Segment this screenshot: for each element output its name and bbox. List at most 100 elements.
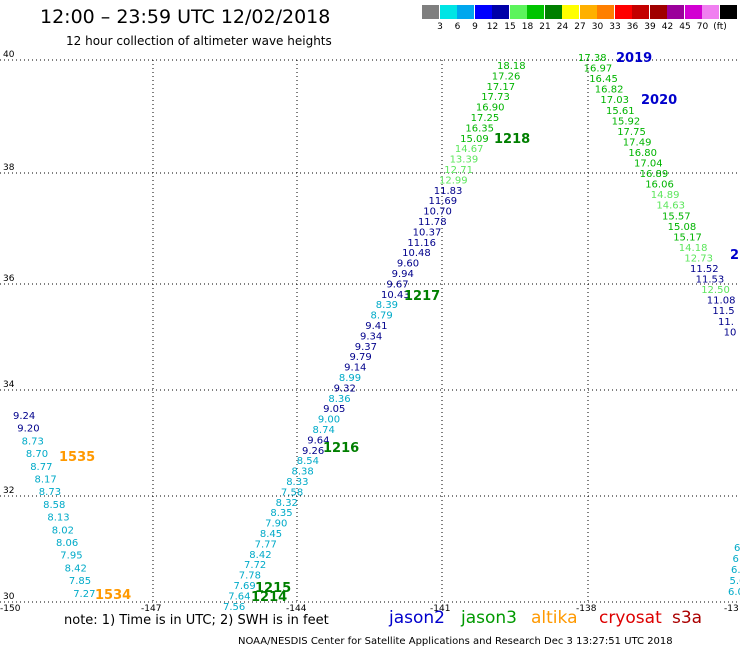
wave-height-value: 17.25: [471, 113, 500, 124]
wave-height-value: 10.70: [423, 207, 452, 218]
legend-swatch: [457, 5, 474, 19]
wave-height-value: 6: [734, 543, 740, 554]
lat-label: 34: [3, 380, 15, 390]
legend-swatch: [562, 5, 579, 19]
wave-height-value: 6.: [731, 565, 740, 576]
legend-label: 30: [591, 22, 604, 32]
lat-label: 32: [3, 486, 14, 496]
wave-height-value: 11.16: [407, 238, 436, 249]
legend-label: 33: [609, 22, 621, 32]
wave-height-value: 8.79: [371, 311, 393, 322]
wave-height-value: 17.17: [486, 82, 515, 93]
wave-height-value: 8.36: [328, 394, 350, 405]
wave-height-value: 14.67: [455, 144, 484, 155]
wave-height-value: 16.06: [645, 180, 674, 191]
legend-swatch: [527, 5, 544, 19]
time-label: 1215: [255, 581, 291, 596]
footer-note: note: 1) Time is in UTC; 2) SWH is in fe…: [64, 613, 329, 628]
wave-height-value: 16.90: [476, 103, 505, 114]
satellite-name-jason3: jason3: [461, 608, 517, 628]
wave-height-value: 8.39: [376, 300, 398, 311]
wave-height-value: 17.26: [492, 71, 521, 82]
legend-label: 18: [521, 22, 534, 32]
wave-height-value: 12.71: [444, 165, 473, 176]
legend-swatch: [509, 5, 527, 19]
legend-label: 6: [454, 22, 461, 32]
grid-lines: [0, 59, 740, 603]
wave-height-value: 7.78: [239, 571, 261, 582]
credit-line: NOAA/NESDIS Center for Satellite Applica…: [238, 636, 673, 647]
wave-height-value: 11.5: [712, 306, 734, 317]
time-label: 1535: [59, 450, 95, 465]
wave-height-value: 14.63: [656, 201, 685, 212]
legend-label: 9: [472, 22, 478, 32]
wave-height-value: 9.37: [355, 342, 377, 353]
wave-height-value: 8.74: [313, 425, 335, 436]
wave-height-value: 12.99: [439, 175, 468, 186]
legend-swatch: [579, 5, 597, 19]
wave-height-value: 9.79: [349, 352, 371, 363]
wave-height-value: 9.64: [307, 435, 329, 446]
time-label: 1534: [95, 588, 131, 603]
wave-height-value: 8.33: [286, 477, 308, 488]
wave-height-value: 9.26: [302, 446, 324, 457]
legend-swatch: [684, 5, 702, 19]
map-subtitle: 12 hour collection of altimeter wave hei…: [66, 34, 332, 48]
legend-swatch: [614, 5, 632, 19]
wave-height-value: 8.42: [249, 550, 271, 561]
wave-height-value: 16.82: [595, 85, 624, 96]
time-label: 1218: [494, 132, 530, 147]
map-title: 12:00 – 23:59 UTC 12/02/2018: [40, 6, 331, 28]
wave-height-value: 11.69: [428, 196, 457, 207]
legend-label: 3: [437, 22, 443, 32]
wave-height-value: 9.00: [318, 415, 340, 426]
legend-swatch: [597, 5, 614, 19]
lon-label: -150: [0, 604, 21, 614]
wave-height-value: 14.18: [679, 243, 708, 254]
legend-swatch: [632, 5, 649, 19]
legend-label: 27: [574, 22, 586, 32]
wave-height-value: 9.32: [334, 383, 356, 394]
wave-height-value: 16.97: [584, 64, 613, 75]
wave-height-value: 8.70: [26, 449, 48, 460]
wave-height-value: 12.73: [684, 253, 713, 264]
wave-height-value: 8.45: [260, 529, 282, 540]
wave-height-readings: 9.249.208.738.708.778.178.738.588.138.02…: [13, 53, 740, 613]
lon-label: -13: [724, 604, 739, 614]
legend-label: 24: [556, 22, 569, 32]
satellite-name-cryosat: cryosat: [599, 608, 662, 628]
time-label: 2019: [616, 51, 652, 66]
satellite-name-jason2: jason2: [389, 608, 445, 628]
wave-height-value: 8.54: [297, 456, 319, 467]
wave-height-value: 7.72: [244, 560, 266, 571]
legend-swatch: [422, 5, 439, 19]
wave-height-value: 8.73: [22, 436, 44, 447]
wave-height-value: 17.75: [617, 127, 646, 138]
legend-swatch: [544, 5, 562, 19]
lat-label: 38: [3, 163, 15, 173]
legend-label: (ft): [713, 22, 727, 32]
wave-height-value: 17.04: [634, 159, 663, 170]
wave-height-value: 6: [733, 554, 739, 565]
wave-height-value: 9.24: [13, 411, 35, 422]
wave-height-value: 11.08: [707, 296, 736, 307]
wave-height-value: 8.06: [56, 538, 78, 549]
wave-height-value: 9.41: [365, 321, 387, 332]
legend-label: 21: [539, 22, 551, 32]
lat-label: 36: [3, 274, 15, 284]
wave-height-value: 15.92: [612, 116, 641, 127]
wave-height-value: 11.52: [690, 264, 719, 275]
legend-label: 45: [679, 22, 691, 32]
legend-label: 42: [661, 22, 674, 32]
wave-height-value: 7.69: [234, 581, 256, 592]
wave-height-value: 17.73: [481, 92, 510, 103]
wave-height-value: 17.38: [578, 53, 607, 64]
wave-height-value: 9.14: [344, 363, 366, 374]
legend-swatch: [649, 5, 667, 19]
wave-height-value: 11.78: [418, 217, 447, 228]
legend-swatch: [439, 5, 457, 19]
wave-height-value: 10.48: [402, 248, 431, 259]
wave-height-value: 16.80: [628, 148, 657, 159]
satellite-name-altika: altika: [531, 608, 578, 628]
legend-label: 36: [626, 22, 639, 32]
